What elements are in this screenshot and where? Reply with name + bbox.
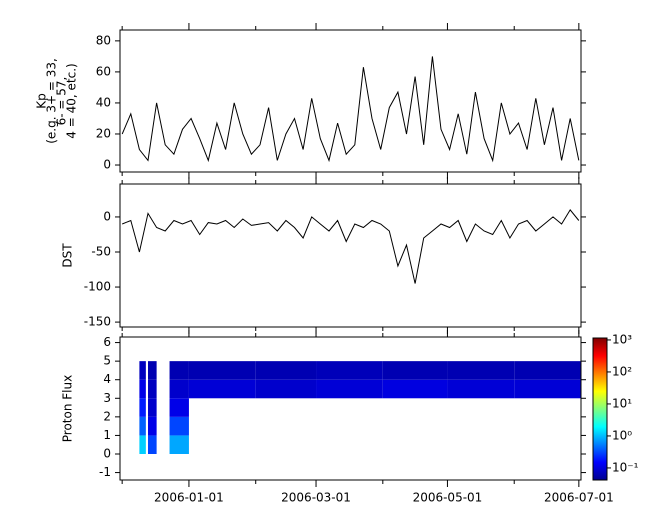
heatmap-cell	[139, 361, 146, 380]
y-tick-label: 0	[103, 447, 111, 461]
plot-frame	[119, 336, 582, 481]
data-line	[121, 56, 580, 163]
heatmap-cell	[148, 379, 157, 399]
y-tick-label: 80	[96, 33, 111, 47]
y-tick-label: -150	[84, 315, 111, 329]
y-tick-label: 60	[96, 64, 111, 78]
y-tick-label: -100	[84, 280, 111, 294]
heatmap-cell	[139, 379, 146, 399]
heatmap-cell	[169, 435, 189, 454]
heatmap-cell	[169, 361, 189, 380]
y-tick-label: -50	[91, 244, 111, 258]
y-tick-label: 0	[103, 158, 111, 172]
x-tick-label: 2006-01-01	[154, 491, 224, 505]
y-axis-label: 4 = 40, etc.)	[65, 63, 79, 138]
y-axis-label: 6- = 57,	[55, 77, 69, 126]
x-tick-label: 2006-03-01	[281, 491, 351, 505]
y-tick-label: 0	[103, 209, 111, 223]
data-line	[122, 209, 580, 284]
heatmap-cell	[382, 379, 448, 399]
heatmap-cell	[139, 416, 146, 436]
colorbar-tick-label: 10²	[612, 364, 632, 378]
y-tick-label: 2	[103, 409, 111, 423]
y-tick-label: 1	[103, 428, 111, 442]
heatmap-cell	[514, 361, 581, 380]
colorbar	[592, 337, 608, 481]
y-axis-label: Proton Flux	[61, 375, 75, 442]
y-axis-label: (e.g. 3+ = 33,	[45, 58, 59, 144]
heatmap-cell	[255, 379, 317, 399]
heatmap-cell	[514, 379, 581, 399]
colorbar-tick-label: 10¹	[612, 396, 632, 410]
y-tick-label: 3	[103, 391, 111, 405]
heatmap-cell	[169, 416, 189, 436]
colorbar-tick-label: 10⁻¹	[612, 460, 639, 474]
heatmap-cell	[169, 398, 189, 417]
heatmap-cell	[316, 361, 383, 380]
heatmap-cell	[139, 398, 146, 417]
x-tick-label: 2006-05-01	[413, 491, 483, 505]
y-tick-label: 6	[103, 335, 111, 349]
heatmap-cell	[139, 435, 146, 454]
heatmap-cell	[148, 398, 157, 417]
y-tick-label: -1	[99, 465, 111, 479]
y-tick-label: 20	[96, 126, 111, 140]
plot-frame	[119, 183, 582, 328]
plot-frame	[119, 29, 582, 173]
heatmap-cell	[447, 379, 515, 399]
heatmap-cell	[382, 361, 448, 380]
y-tick-label: 5	[103, 354, 111, 368]
heatmap-cell	[188, 379, 256, 399]
y-axis-label: Kp	[35, 93, 49, 109]
heatmap-cell	[169, 379, 189, 399]
y-tick-label: 40	[96, 95, 111, 109]
heatmap-cell	[148, 416, 157, 436]
heatmap-cell	[148, 361, 157, 380]
heatmap-cell	[255, 361, 317, 380]
colorbar-tick-label: 10³	[612, 332, 632, 346]
heatmap-cell	[188, 361, 256, 380]
heatmap-cell	[447, 361, 515, 380]
y-tick-label: 4	[103, 372, 111, 386]
colorbar-tick-label: 10⁰	[612, 428, 632, 442]
heatmap-cell	[316, 379, 383, 399]
x-tick-label: 2006-07-01	[544, 491, 614, 505]
heatmap-cell	[148, 435, 157, 454]
y-axis-label: DST	[61, 243, 75, 268]
